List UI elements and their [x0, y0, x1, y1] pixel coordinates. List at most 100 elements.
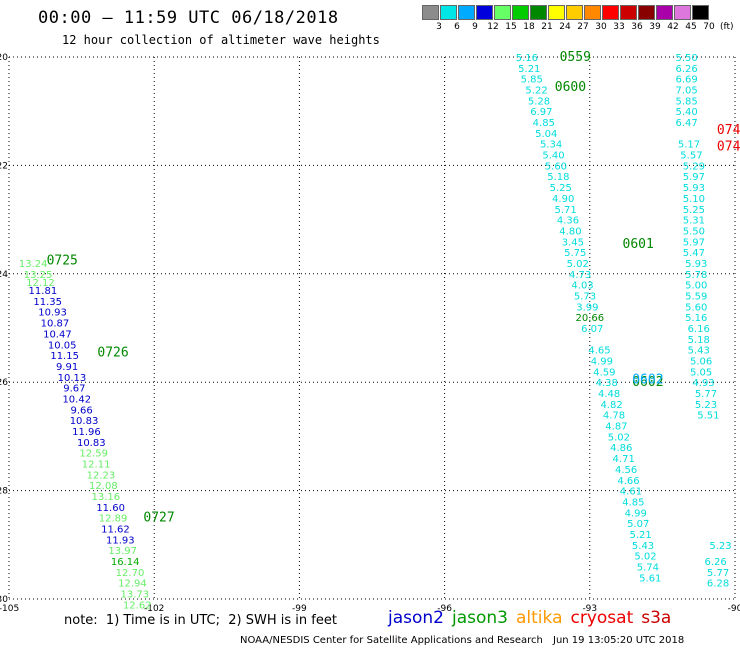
- swh-value: 4.93: [692, 378, 714, 389]
- swh-value: 16.14: [111, 557, 140, 568]
- swh-value: 13.24: [19, 259, 48, 270]
- y-tick-label: -30: [0, 595, 8, 605]
- time-label: 0726: [97, 345, 128, 360]
- x-tick-label: -96: [437, 604, 452, 614]
- swh-value: 5.57: [680, 151, 702, 162]
- swh-value: 5.06: [690, 357, 712, 368]
- swh-value: 5.74: [637, 562, 659, 573]
- legend-label: 33: [613, 22, 625, 32]
- x-tick-label: -102: [144, 604, 164, 614]
- legend-label: 27: [577, 22, 589, 32]
- swh-value: 10.83: [70, 416, 99, 427]
- time-label: 0727: [143, 511, 174, 526]
- satellite-name: jason2: [388, 608, 444, 628]
- swh-value: 11.96: [72, 427, 101, 438]
- swh-value: 12.59: [79, 449, 108, 460]
- swh-value: 5.50: [675, 53, 697, 64]
- swh-value: 5.85: [521, 75, 543, 86]
- legend-label: 12: [487, 22, 499, 32]
- swh-value: 4.65: [588, 346, 610, 357]
- swh-value: 4.87: [605, 422, 627, 433]
- time-label: 0602: [632, 375, 663, 390]
- swh-value: 4.36: [557, 216, 579, 227]
- swh-value: 5.23: [695, 400, 717, 411]
- swh-value: 20.66: [575, 313, 604, 324]
- legend-label: 21: [541, 22, 553, 32]
- y-tick-label: -24: [0, 270, 8, 280]
- swh-value: 4.99: [625, 508, 647, 519]
- swh-value: 12.23: [87, 470, 116, 481]
- legend-swatch: [692, 5, 709, 20]
- swh-value: 12.08: [89, 481, 118, 492]
- swh-value: 12.62: [123, 600, 152, 611]
- timestamp-text: Jun 19 13:05:20 UTC 2018: [553, 635, 685, 646]
- legend-swatch: [458, 5, 475, 20]
- swh-value: 4.38: [596, 378, 618, 389]
- swh-value: 7.05: [675, 86, 697, 97]
- swh-value: 4.48: [598, 389, 620, 400]
- swh-value: 4.73: [569, 270, 591, 281]
- swh-value: 12.11: [82, 460, 111, 471]
- swh-value: 5.43: [688, 346, 710, 357]
- legend-swatch: [566, 5, 583, 20]
- swh-value: 5.40: [675, 107, 697, 118]
- swh-value: 10.87: [41, 319, 70, 330]
- swh-value: 5.47: [683, 248, 705, 259]
- swh-value: 6.26: [705, 557, 727, 568]
- swh-value: 12.70: [116, 568, 145, 579]
- legend-label: 6: [454, 22, 460, 32]
- satellite-legend: jason2 jason3 altika cryosat s3a: [388, 608, 679, 628]
- swh-value: 10.83: [77, 438, 106, 449]
- legend-swatch: [422, 5, 439, 20]
- swh-value: 12.12: [26, 278, 55, 289]
- swh-value: 5.51: [697, 411, 719, 422]
- swh-value: 13.25: [24, 270, 53, 281]
- units-note: note: 1) Time is in UTC; 2) SWH is in fe…: [64, 613, 337, 628]
- time-labels: 0559060006010602060207250726072707480748…: [47, 50, 740, 526]
- credit-text: NOAA/NESDIS Center for Satellite Applica…: [240, 635, 543, 646]
- swh-value: 10.05: [48, 340, 77, 351]
- swh-value: 5.18: [547, 172, 569, 183]
- legend-swatch: [440, 5, 457, 20]
- swh-value: 13.16: [91, 492, 120, 503]
- swh-value: 5.21: [518, 64, 540, 75]
- legend-swatch: [620, 5, 637, 20]
- legend-swatch: [476, 5, 493, 20]
- swh-value: 5.61: [639, 573, 661, 584]
- swh-value: 12.89: [99, 514, 128, 525]
- legend-label: 30: [595, 22, 607, 32]
- chart-title: 00:00 – 11:59 UTC 06/18/2018: [38, 8, 339, 28]
- swh-value: 11.35: [33, 297, 62, 308]
- satellite-name: s3a: [641, 608, 672, 628]
- swh-value: 3.45: [562, 237, 584, 248]
- swh-value: 5.43: [632, 541, 654, 552]
- swh-value: 5.40: [542, 151, 564, 162]
- time-label: 0602: [632, 372, 663, 387]
- swh-value: 5.10: [683, 194, 705, 205]
- swh-value: 5.21: [629, 530, 651, 541]
- swh-value: 5.93: [685, 259, 707, 270]
- swh-value: 5.75: [564, 248, 586, 259]
- y-tick-label: -28: [0, 487, 8, 497]
- legend-label: 9: [472, 22, 478, 32]
- legend-label: 18: [523, 22, 535, 32]
- swh-value: 4.03: [571, 281, 593, 292]
- swh-value: 3.99: [576, 302, 598, 313]
- swh-value: 5.25: [683, 205, 705, 216]
- legend-swatch: [674, 5, 691, 20]
- legend-swatch: [584, 5, 601, 20]
- legend-unit: (ft): [720, 22, 734, 32]
- swh-value: 5.02: [567, 259, 589, 270]
- swh-value: 5.16: [516, 53, 538, 64]
- y-tick-label: -22: [0, 161, 8, 171]
- swh-value: 4.82: [600, 400, 622, 411]
- legend-label: 15: [505, 22, 517, 32]
- swh-value: 5.97: [683, 237, 705, 248]
- swh-value: 10.93: [38, 308, 67, 319]
- swh-value: 13.73: [121, 590, 150, 601]
- swh-value: 5.28: [528, 96, 550, 107]
- swh-value: 10.47: [43, 329, 72, 340]
- legend-swatch: [530, 5, 547, 20]
- swh-value: 5.85: [675, 96, 697, 107]
- swh-value: 5.59: [685, 291, 707, 302]
